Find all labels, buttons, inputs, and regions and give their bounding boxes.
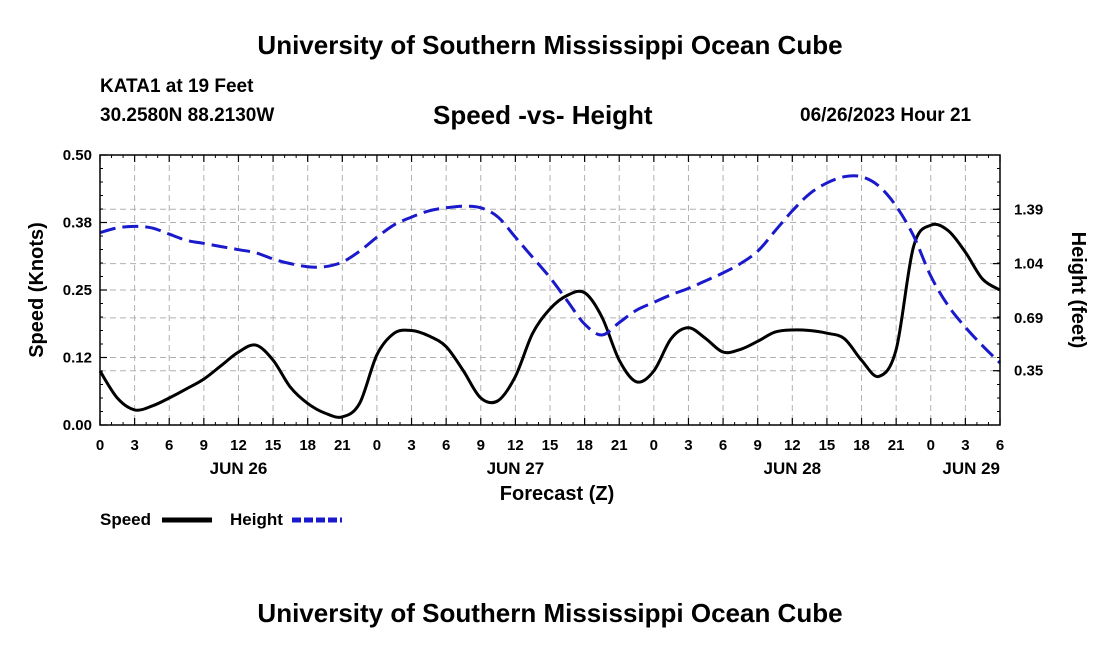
- x-tick-label: 21: [888, 437, 905, 454]
- forecast-datetime: 06/26/2023 Hour 21: [800, 105, 972, 126]
- x-tick-label: 3: [961, 437, 969, 454]
- y-tick-label: 0.12: [63, 350, 92, 367]
- x-tick-label: 6: [719, 437, 727, 454]
- station-label: KATA1 at 19 Feet: [100, 76, 254, 97]
- legend-label-height: Height: [230, 510, 283, 529]
- x-tick-label: 21: [611, 437, 628, 454]
- series-line-height: [99, 174, 1002, 364]
- y2-tick-label: 0.35: [1014, 363, 1043, 380]
- x-day-label: JUN 26: [210, 459, 268, 478]
- chart-grid: [100, 155, 1000, 425]
- y-tick-label: 0.50: [63, 147, 92, 164]
- x-day-label: JUN 27: [487, 459, 545, 478]
- x-tick-label: 18: [576, 437, 593, 454]
- x-tick-label: 9: [477, 437, 485, 454]
- x-tick-label: 0: [373, 437, 381, 454]
- x-tick-label: 6: [442, 437, 450, 454]
- legend-label-speed: Speed: [100, 510, 151, 529]
- footer-title: University of Southern Mississippi Ocean…: [257, 598, 843, 628]
- x-day-label: JUN 29: [942, 459, 1000, 478]
- x-tick-label: 12: [507, 437, 524, 454]
- chart-title: Speed -vs- Height: [433, 100, 653, 130]
- x-tick-label: 0: [927, 437, 935, 454]
- x-tick-label: 15: [819, 437, 836, 454]
- x-tick-label: 12: [784, 437, 801, 454]
- report-title: University of Southern Mississippi Ocean…: [257, 30, 843, 60]
- x-tick-label: 3: [130, 437, 138, 454]
- station-coordinates: 30.2580N 88.2130W: [100, 105, 275, 126]
- x-tick-label: 6: [996, 437, 1004, 454]
- x-tick-label: 18: [299, 437, 316, 454]
- chart-legend: Speed Height: [100, 510, 342, 529]
- chart-axes: 0 3 6 9 12 15 18 21 0 3 6 9 12 15 18 21 0 3 6 9 12 15 18 21 0 3 6 J…: [63, 147, 1044, 478]
- y2-tick-label: 0.69: [1014, 310, 1043, 327]
- x-axis-label: Forecast (Z): [500, 483, 614, 505]
- x-tick-label: 15: [542, 437, 559, 454]
- y-tick-label: 0.38: [63, 215, 92, 232]
- y2-tick-label: 1.04: [1014, 256, 1044, 273]
- x-tick-label: 9: [200, 437, 208, 454]
- x-tick-label: 6: [165, 437, 173, 454]
- x-tick-label: 18: [853, 437, 870, 454]
- x-day-label: JUN 28: [763, 459, 821, 478]
- x-tick-label: 15: [265, 437, 282, 454]
- y-tick-label: 0.25: [63, 282, 92, 299]
- y2-axis-label: Height (feet): [1067, 232, 1089, 349]
- x-tick-label: 9: [754, 437, 762, 454]
- chart-series: [98, 174, 1002, 419]
- x-tick-label: 3: [407, 437, 415, 454]
- series-line-speed: [98, 222, 1001, 419]
- x-tick-label: 12: [230, 437, 247, 454]
- x-tick-label: 21: [334, 437, 351, 454]
- x-tick-label: 0: [96, 437, 104, 454]
- x-tick-label: 0: [650, 437, 658, 454]
- x-tick-label: 3: [684, 437, 692, 454]
- y-axis-label: Speed (Knots): [26, 222, 48, 358]
- y2-tick-label: 1.39: [1014, 201, 1043, 218]
- y-tick-label: 0.00: [63, 417, 92, 434]
